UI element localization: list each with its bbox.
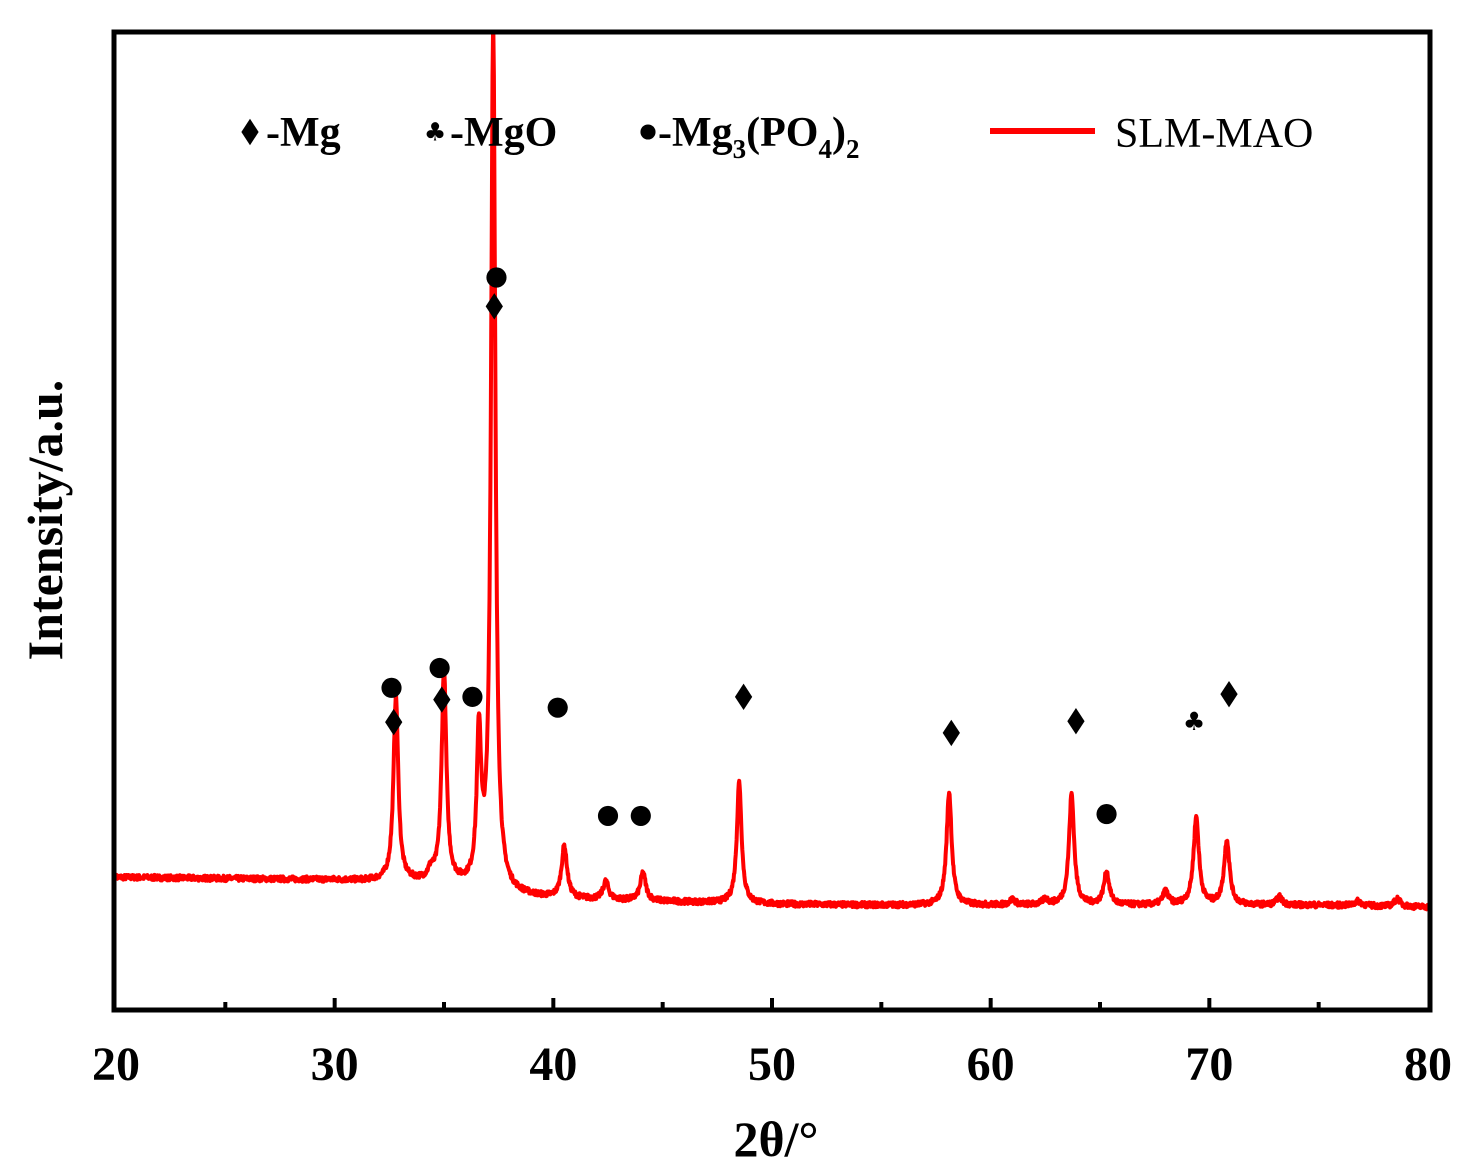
mg3po42-circle-icon <box>381 677 402 698</box>
mg-diamond-icon <box>734 683 753 711</box>
mg-diamond-icon <box>1067 708 1085 735</box>
x-tick-label: 70 <box>1185 1038 1233 1091</box>
mg3po42-circle-icon <box>547 697 568 718</box>
legend: ♣ -Mg -MgO -Mg3(PO4)2 SLM-MAO <box>241 110 1313 164</box>
mgo-club-icon: ♣ <box>1183 707 1206 736</box>
x-tick-label: 60 <box>967 1038 1015 1091</box>
x-tick-label: 20 <box>92 1038 140 1091</box>
x-tick-label: 50 <box>748 1038 796 1091</box>
legend-mg3po42-prefix: -Mg <box>658 110 733 156</box>
x-axis: 20 30 40 50 60 70 80 <box>92 998 1452 1091</box>
mg3po42-circle-icon <box>630 805 651 826</box>
mg-diamond-icon <box>433 686 451 713</box>
mg-diamond-icon <box>385 708 403 736</box>
mg3po42-circle-icon <box>597 805 619 826</box>
legend-mg3po42-sub-4: 4 <box>818 134 832 164</box>
legend-mg3po42-sub-3: 3 <box>733 134 747 164</box>
xrd-series-line <box>114 32 1430 912</box>
y-axis-title: Intensity/a.u. <box>17 380 73 661</box>
mg-diamond-icon <box>485 293 503 320</box>
mg-diamond-icon <box>241 118 259 146</box>
x-tick-label: 80 <box>1404 1038 1452 1091</box>
legend-markers: ♣ <box>241 118 656 147</box>
x-tick-label: 30 <box>311 1038 359 1091</box>
legend-mg3po42-label: -Mg3(PO4)2 <box>658 110 859 164</box>
legend-mgo-label: -MgO <box>450 110 557 156</box>
legend-mg-label: -Mg <box>266 110 341 156</box>
mg3po42-circle-icon <box>640 124 656 140</box>
plot-frame <box>111 29 1433 1013</box>
mg-diamond-icon <box>1220 680 1238 708</box>
mgo-club-icon: ♣ <box>424 118 447 147</box>
legend-mg3po42-sub-2: 2 <box>846 134 860 164</box>
mg-diamond-icon <box>942 719 960 747</box>
x-tick-label: 40 <box>529 1038 577 1091</box>
plot-area <box>114 32 1430 912</box>
legend-mg3po42-close: ) <box>832 110 846 156</box>
mg3po42-circle-icon <box>462 686 483 707</box>
phase-annotations: ♣ <box>381 267 1238 826</box>
mg3po42-circle-icon <box>1096 804 1117 825</box>
legend-series-label: SLM-MAO <box>1115 111 1313 157</box>
legend-mg3po42-po: (PO <box>746 110 818 156</box>
mg3po42-circle-icon <box>429 657 450 679</box>
x-axis-title: 2θ/° <box>734 1111 819 1167</box>
mg3po42-circle-icon <box>486 267 507 288</box>
